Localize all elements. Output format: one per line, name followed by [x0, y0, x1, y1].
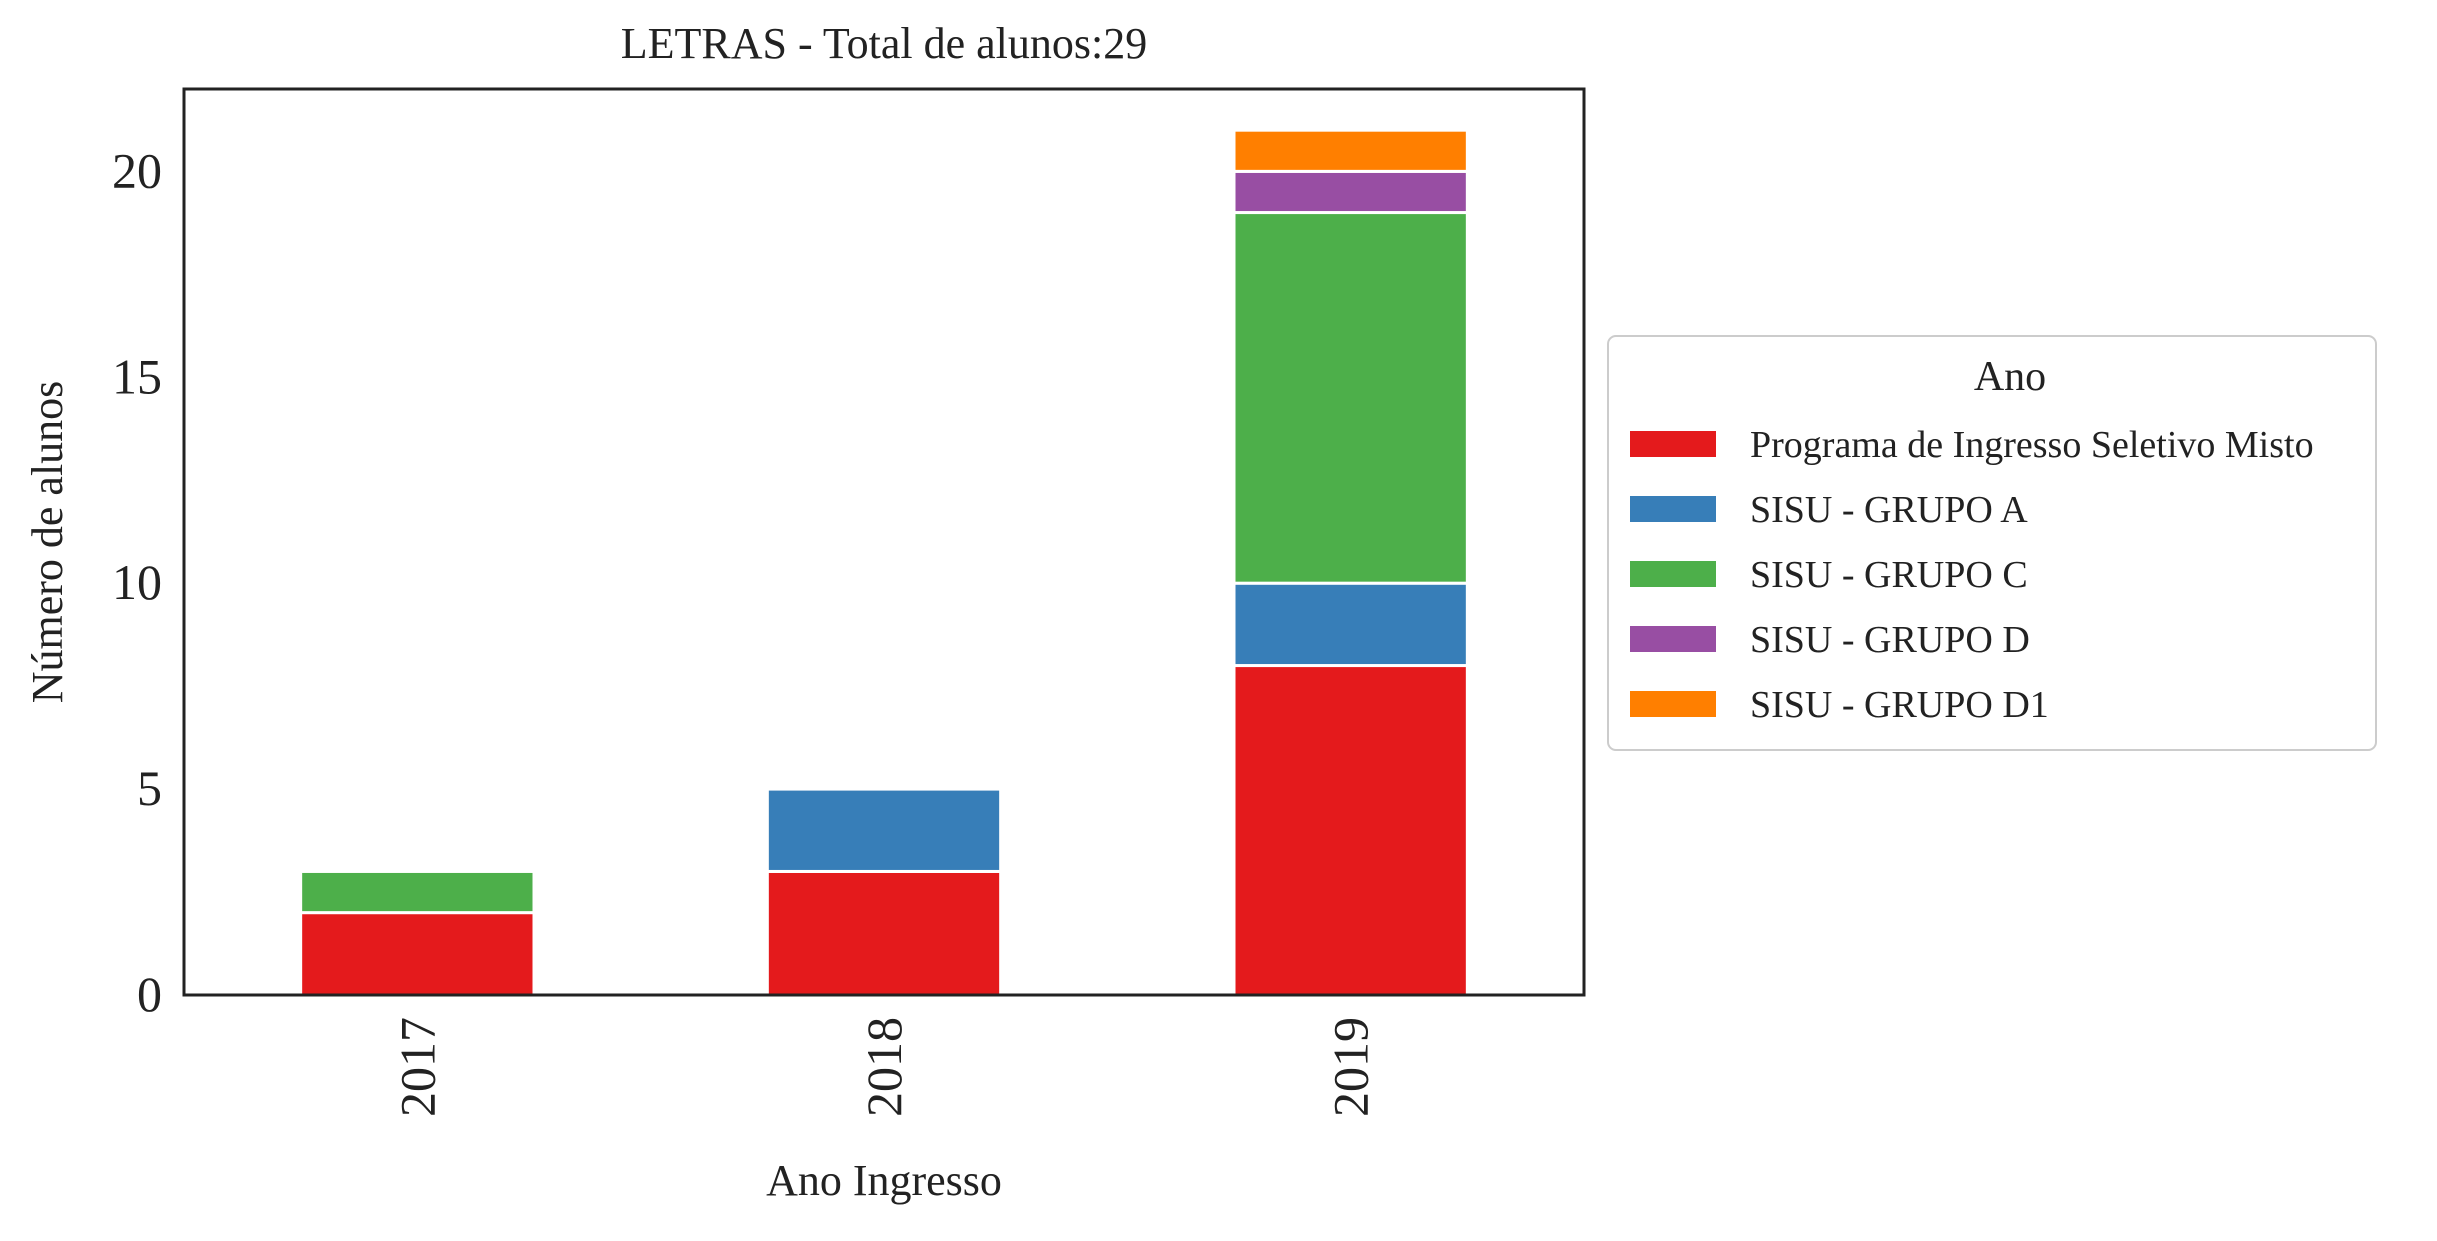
legend: Ano Programa de Ingresso Seletivo Misto S… [1607, 335, 2377, 751]
bar-2019-series-1 [1232, 581, 1469, 668]
legend-label-1: SISU - GRUPO A [1750, 489, 2028, 531]
legend-title: Ano [1974, 354, 2046, 400]
y-tick-label: 15 [112, 348, 162, 404]
bar-2019-series-0 [1232, 664, 1469, 997]
legend-swatch-2 [1630, 561, 1716, 587]
chart-title: LETRAS - Total de alunos:29 [621, 19, 1148, 68]
x-tick-label-2019: 2019 [1323, 1017, 1379, 1117]
legend-swatch-3 [1630, 626, 1716, 652]
x-axis: 2017 2018 2019 [389, 1017, 1378, 1117]
x-axis-label: Ano Ingresso [766, 1156, 1002, 1205]
legend-label-4: SISU - GRUPO D1 [1750, 684, 2049, 726]
y-tick-label: 0 [137, 966, 162, 1022]
bar-2017-series-2 [299, 869, 536, 915]
legend-box [1607, 335, 2377, 751]
legend-label-2: SISU - GRUPO C [1750, 554, 2028, 596]
bars-layer [299, 128, 1469, 997]
legend-swatch-1 [1630, 496, 1716, 522]
y-tick-label: 5 [137, 760, 162, 816]
bar-2018-series-0 [765, 869, 1003, 997]
bar-2019-series-3 [1232, 169, 1469, 215]
bar-2017-series-0 [299, 911, 536, 997]
x-tick-label-2018: 2018 [856, 1017, 912, 1117]
y-axis-label: Número de alunos [23, 381, 72, 704]
y-axis: 0 5 10 15 20 [112, 142, 162, 1022]
legend-swatch-4 [1630, 691, 1716, 717]
plot-frame [182, 87, 1586, 997]
legend-label-0: Programa de Ingresso Seletivo Misto [1750, 424, 2314, 466]
legend-items: Programa de Ingresso Seletivo Misto SISU … [1630, 424, 2314, 726]
x-tick-label-2017: 2017 [389, 1017, 445, 1117]
legend-label-3: SISU - GRUPO D [1750, 619, 2030, 661]
bar-2019-series-2 [1232, 211, 1469, 585]
bar-2019-series-4 [1232, 128, 1469, 173]
y-tick-label: 20 [112, 142, 162, 198]
legend-swatch-0 [1630, 431, 1716, 457]
bar-2018-series-1 [765, 787, 1003, 873]
y-tick-label: 10 [112, 554, 162, 610]
